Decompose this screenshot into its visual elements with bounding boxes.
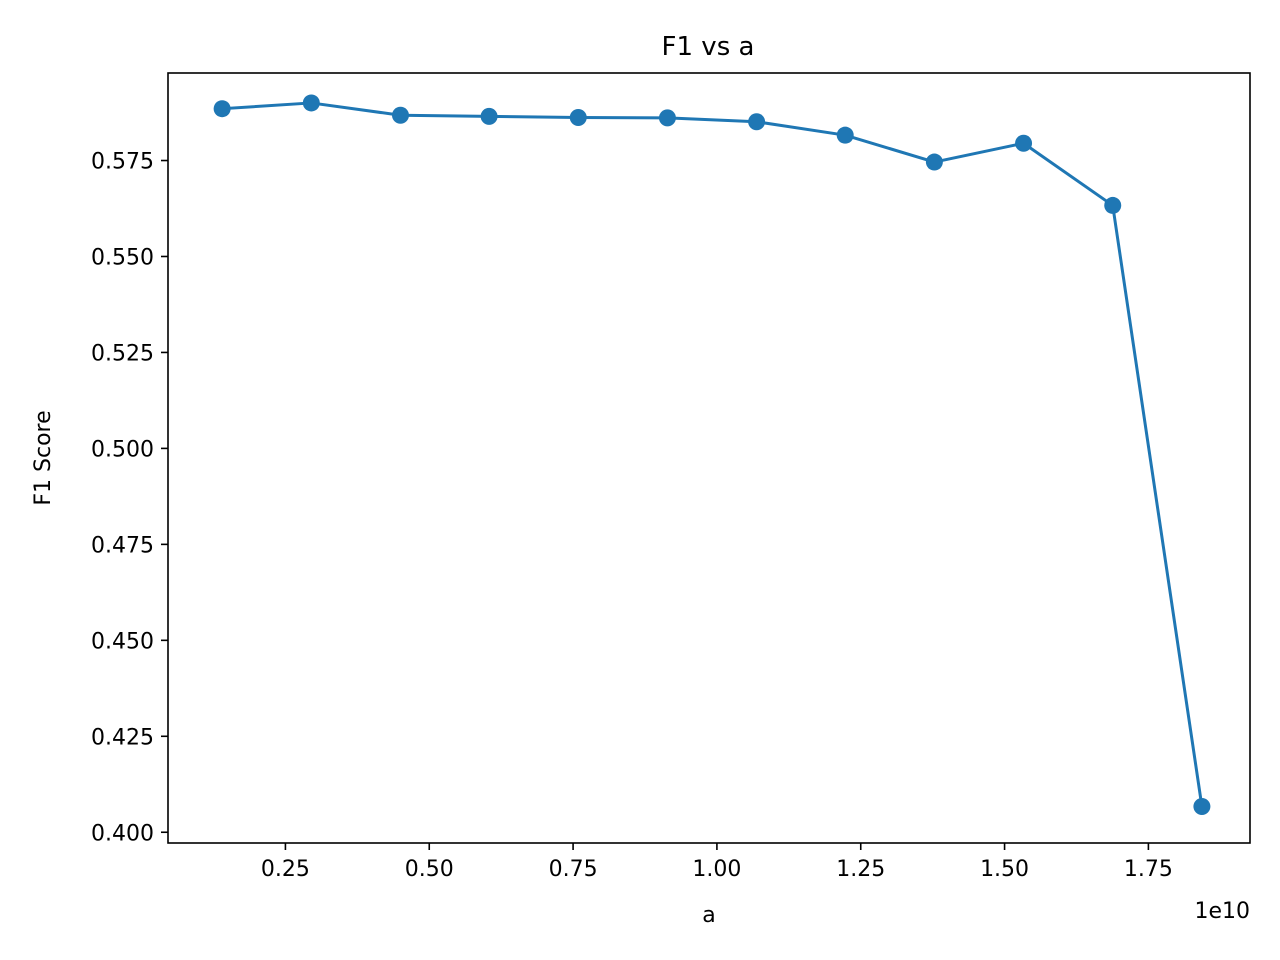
data-point xyxy=(480,107,498,125)
x-tick-label: 1.25 xyxy=(836,857,885,882)
data-point xyxy=(391,106,409,124)
x-axis-offset-label: 1e10 xyxy=(1194,899,1250,924)
x-tick-label: 1.50 xyxy=(980,857,1029,882)
series-line xyxy=(220,101,1204,809)
x-axis: 0.25 0.50 0.75 1.00 1.25 1.50 1.75 xyxy=(261,843,1173,882)
data-point xyxy=(748,113,766,131)
y-tick-label: 0.500 xyxy=(91,437,154,462)
data-point xyxy=(658,109,676,127)
data-point xyxy=(925,153,943,171)
x-axis-title: a xyxy=(702,903,715,928)
plot-frame xyxy=(167,72,1251,844)
x-tick-label: 1.75 xyxy=(1124,857,1173,882)
data-point xyxy=(836,126,854,144)
plot-area xyxy=(167,72,1251,844)
data-point xyxy=(1104,196,1122,214)
y-tick-label: 0.450 xyxy=(91,629,154,654)
data-point xyxy=(302,94,320,112)
data-point xyxy=(213,100,231,118)
y-tick-label: 0.575 xyxy=(91,150,154,175)
y-axis-title: F1 Score xyxy=(31,410,56,505)
y-tick-label: 0.550 xyxy=(91,245,154,270)
y-tick-label: 0.425 xyxy=(91,725,154,750)
y-tick-label: 0.400 xyxy=(91,821,154,846)
x-tick-label: 0.25 xyxy=(261,857,310,882)
y-axis: 0.400 0.425 0.450 0.475 0.500 0.525 0.550 0.575 xyxy=(91,150,168,846)
plot-background xyxy=(168,73,1250,843)
data-point xyxy=(569,109,587,127)
x-tick-label: 0.75 xyxy=(549,857,598,882)
chart-title: F1 vs a xyxy=(662,32,755,62)
x-tick-label: 1.00 xyxy=(692,857,741,882)
series-layer xyxy=(213,94,1211,816)
x-tick-label: 0.50 xyxy=(405,857,454,882)
y-tick-label: 0.475 xyxy=(91,533,154,558)
data-point xyxy=(1015,134,1033,152)
y-tick-label: 0.525 xyxy=(91,341,154,366)
data-point xyxy=(1193,798,1211,816)
